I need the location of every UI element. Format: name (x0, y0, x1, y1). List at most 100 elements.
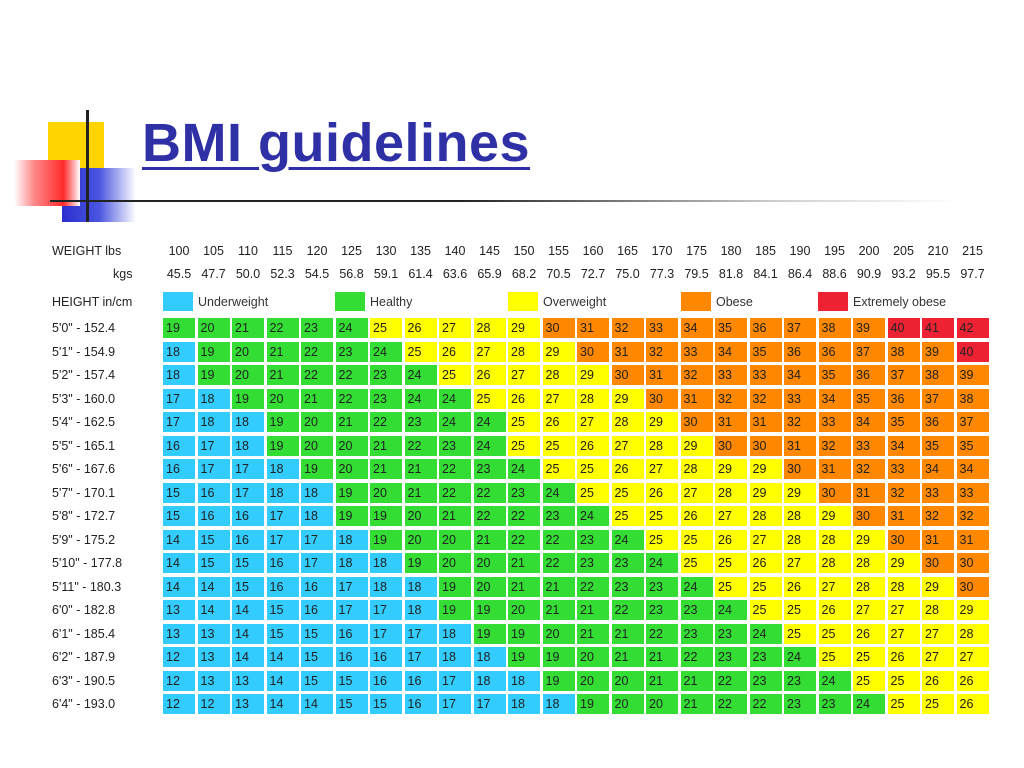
bmi-cell: 30 (611, 365, 644, 385)
bmi-cell: 22 (439, 459, 471, 479)
bmi-cell: 18 (508, 670, 540, 691)
bmi-cell: 21 (646, 670, 678, 691)
bmi-cell: 23 (611, 553, 644, 573)
bmi-cell: 16 (404, 670, 437, 691)
bmi-cell: 29 (646, 412, 678, 432)
bmi-cell: 27 (577, 412, 609, 432)
bmi-cell: 29 (887, 553, 920, 573)
bmi-cell: 23 (646, 600, 678, 620)
bmi-cell: 25 (404, 341, 437, 362)
weight-kgs-cell: 88.6 (822, 267, 847, 281)
bmi-cell: 24 (370, 341, 402, 362)
weight-kgs-cell: 56.8 (339, 267, 364, 281)
bmi-cell: 23 (611, 576, 644, 597)
bmi-cell: 17 (232, 459, 264, 479)
legend-label: Underweight (198, 295, 269, 309)
bmi-cell: 21 (542, 600, 575, 620)
bmi-cell: 30 (853, 506, 885, 526)
bmi-cell: 21 (232, 318, 264, 338)
weight-lbs-cell: 195 (824, 244, 845, 258)
bmi-cell: 19 (163, 318, 195, 338)
bmi-cell: 14 (301, 694, 333, 714)
weight-lbs-cell: 185 (755, 244, 776, 258)
bmi-cell: 20 (577, 670, 609, 691)
bmi-cell: 30 (577, 341, 609, 362)
bmi-cell: 22 (266, 318, 299, 338)
bmi-cell: 26 (853, 623, 885, 644)
bmi-cell: 15 (335, 694, 368, 714)
bmi-cell: 24 (784, 647, 816, 667)
bmi-cell: 34 (956, 459, 989, 479)
bmi-cell: 19 (439, 576, 471, 597)
bmi-cell: 17 (370, 623, 402, 644)
bmi-cell: 18 (370, 553, 402, 573)
bmi-cell: 16 (335, 623, 368, 644)
bmi-cell: 26 (680, 506, 713, 526)
bmi-cell: 22 (404, 435, 437, 456)
bmi-cell: 24 (577, 506, 609, 526)
bmi-cell: 22 (473, 482, 506, 503)
bmi-cell: 29 (922, 576, 954, 597)
bmi-cell: 17 (197, 459, 230, 479)
bmi-cell: 18 (404, 576, 437, 597)
bmi-cell: 14 (197, 600, 230, 620)
bmi-cell: 25 (680, 553, 713, 573)
bmi-cell: 20 (335, 459, 368, 479)
bmi-cell: 32 (646, 341, 678, 362)
bmi-cell: 18 (266, 482, 299, 503)
bmi-cell: 18 (439, 623, 471, 644)
bmi-cell: 33 (715, 365, 747, 385)
bmi-cell: 24 (611, 529, 644, 550)
bmi-cell: 19 (335, 506, 368, 526)
legend-label: Obese (716, 295, 753, 309)
bmi-cell: 17 (404, 647, 437, 667)
bmi-cell: 28 (818, 529, 851, 550)
bmi-cell: 26 (784, 576, 816, 597)
height-row-label: 5'11" - 180.3 (52, 579, 122, 594)
bmi-cell: 24 (646, 553, 678, 573)
bmi-cell: 27 (956, 647, 989, 667)
bmi-cell: 26 (922, 670, 954, 691)
bmi-cell: 25 (922, 694, 954, 714)
weight-lbs-cell: 170 (651, 244, 673, 258)
bmi-cell: 15 (163, 506, 195, 526)
bmi-cell: 28 (577, 388, 609, 409)
bmi-cell: 22 (335, 388, 368, 409)
bmi-cell: 22 (680, 647, 713, 667)
bmi-cell: 25 (853, 670, 885, 691)
weight-lbs-cell: 210 (927, 244, 949, 258)
bmi-cell: 26 (404, 318, 437, 338)
bmi-cell: 30 (956, 576, 989, 597)
bmi-cell: 19 (335, 482, 368, 503)
bmi-cell: 19 (508, 647, 540, 667)
bmi-cell: 24 (473, 435, 506, 456)
bmi-cell: 20 (508, 600, 540, 620)
height-row-label: 6'4" - 193.0 (52, 697, 116, 711)
bmi-cell: 21 (473, 529, 506, 550)
bmi-cell: 19 (577, 694, 609, 714)
bmi-cell: 19 (542, 670, 575, 691)
bmi-cell: 28 (887, 576, 920, 597)
bmi-cell: 16 (197, 482, 230, 503)
weight-kgs-cell: 75.0 (615, 267, 640, 281)
bmi-cell: 25 (749, 600, 782, 620)
bmi-cell: 29 (715, 459, 747, 479)
weight-lbs-cell: 155 (548, 244, 569, 258)
height-row-label: 5'2" - 157.4 (52, 368, 116, 382)
bmi-cell: 23 (370, 388, 402, 409)
bmi-cell: 36 (784, 341, 816, 362)
bmi-cell: 26 (646, 482, 678, 503)
bmi-cell: 25 (853, 647, 885, 667)
bmi-cell: 29 (749, 459, 782, 479)
height-row-label: 6'3" - 190.5 (52, 673, 116, 688)
weight-kgs-cell: 81.8 (718, 267, 744, 281)
bmi-cell: 18 (542, 694, 575, 714)
bmi-cell: 34 (680, 318, 713, 338)
bmi-cell: 14 (266, 694, 299, 714)
weight-lbs-cell: 105 (203, 244, 224, 258)
bmi-cell: 17 (266, 506, 299, 526)
bmi-cell: 12 (163, 647, 195, 667)
height-row-label: 5'9" - 175.2 (52, 532, 116, 547)
bmi-cell: 35 (922, 435, 954, 456)
legend-swatch (508, 292, 538, 311)
